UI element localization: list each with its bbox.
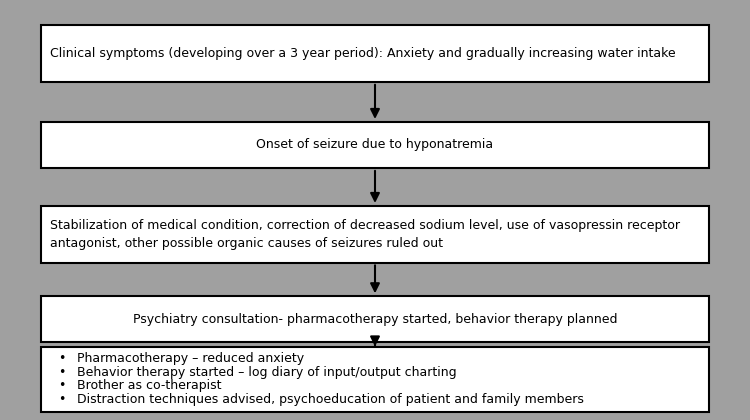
- Text: Psychiatry consultation- pharmacotherapy started, behavior therapy planned: Psychiatry consultation- pharmacotherapy…: [133, 313, 617, 326]
- Text: Pharmacotherapy – reduced anxiety: Pharmacotherapy – reduced anxiety: [77, 352, 304, 365]
- Text: Brother as co-therapist: Brother as co-therapist: [77, 379, 222, 392]
- Text: Stabilization of medical condition, correction of decreased sodium level, use of: Stabilization of medical condition, corr…: [50, 219, 680, 249]
- Text: •: •: [58, 379, 66, 392]
- FancyBboxPatch shape: [41, 25, 709, 82]
- Text: Clinical symptoms (developing over a 3 year period): Anxiety and gradually incre: Clinical symptoms (developing over a 3 y…: [50, 47, 676, 60]
- Text: Behavior therapy started – log diary of input/output charting: Behavior therapy started – log diary of …: [77, 366, 457, 379]
- Text: Distraction techniques advised, psychoeducation of patient and family members: Distraction techniques advised, psychoed…: [77, 393, 584, 406]
- Text: •: •: [58, 352, 66, 365]
- Text: •: •: [58, 393, 66, 406]
- Text: Onset of seizure due to hyponatremia: Onset of seizure due to hyponatremia: [256, 139, 494, 151]
- FancyBboxPatch shape: [41, 346, 709, 412]
- FancyBboxPatch shape: [41, 296, 709, 342]
- Text: •: •: [58, 366, 66, 379]
- FancyBboxPatch shape: [41, 122, 709, 168]
- FancyBboxPatch shape: [41, 206, 709, 262]
